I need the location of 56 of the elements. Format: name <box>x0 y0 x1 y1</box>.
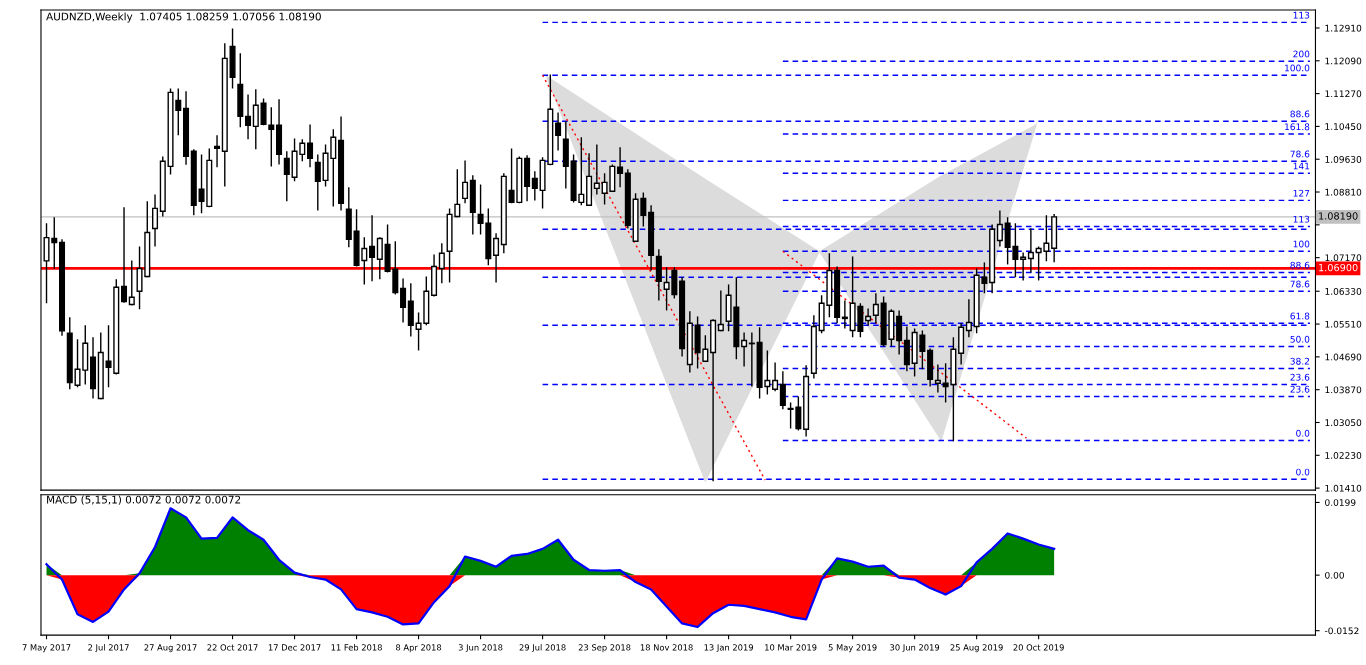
annotation: 23.6 <box>1290 373 1310 381</box>
y-tick-label: 1.07170 <box>1325 254 1362 262</box>
annotation: 161.8 <box>1285 123 1310 131</box>
y-tick-label: 1.12090 <box>1325 57 1362 65</box>
annotation: 38.2 <box>1290 357 1310 365</box>
x-tick-label: 17 Dec 2017 <box>268 644 321 651</box>
annotation: 78.6 <box>1290 280 1310 288</box>
y-tick-label: 1.03050 <box>1325 419 1362 427</box>
y-tick-label: 1.04690 <box>1325 353 1362 361</box>
annotation: 0.0 <box>1296 468 1310 476</box>
annotation: 88.6 <box>1290 110 1310 118</box>
x-tick-label: 27 Aug 2017 <box>144 644 197 653</box>
y-tick-label: 1.03870 <box>1325 386 1362 394</box>
y-tick-label: 0.0199 <box>1325 499 1356 506</box>
x-tick-label: 10 Mar 2019 <box>765 644 817 651</box>
annotation: 113 <box>1293 215 1310 223</box>
annotation: 100 <box>1293 240 1310 248</box>
y-tick-label: 1.08810 <box>1325 188 1362 196</box>
x-tick-label: 11 Feb 2018 <box>331 644 382 651</box>
y-tick-label: 1.05510 <box>1325 320 1362 328</box>
x-tick-label: 30 Jun 2019 <box>890 644 940 653</box>
x-tick-label: 3 Jun 2018 <box>458 644 503 653</box>
y-tick-label: 0.00 <box>1325 571 1344 579</box>
y-tick-label: 1.01410 <box>1325 484 1362 492</box>
x-tick-label: 25 Aug 2019 <box>950 644 1003 653</box>
annotation: 141 <box>1293 162 1310 170</box>
x-tick-label: 18 Nov 2018 <box>640 644 693 651</box>
x-tick-label: 5 May 2019 <box>828 644 877 653</box>
annotation: 0.0 <box>1296 429 1310 437</box>
x-tick-label: 13 Jan 2019 <box>704 644 753 653</box>
y-tick-label: 1.12910 <box>1325 24 1362 32</box>
x-tick-label: 8 Apr 2018 <box>396 644 442 653</box>
y-tick-label: 1.09630 <box>1325 155 1362 163</box>
annotation: 50.0 <box>1290 335 1310 343</box>
y-tick-label: -0.0152 <box>1324 627 1359 635</box>
annotation: 78.6 <box>1290 150 1310 158</box>
x-tick-label: 2 Jul 2017 <box>88 644 129 653</box>
y-tick-label: 1.11270 <box>1325 90 1362 98</box>
x-tick-label: 22 Oct 2017 <box>207 644 258 651</box>
chart-title: MACD (5,15,1) 0.0072 0.0072 0.0072 <box>47 495 241 505</box>
y-tick-label: 1.02230 <box>1325 452 1362 459</box>
chart-title: AUDNZD,Weekly 1.07405 1.08259 1.07056 1.08190 <box>46 12 321 23</box>
x-tick-label: 23 Sep 2018 <box>578 644 631 653</box>
y-tick-label: 1.10450 <box>1325 123 1362 130</box>
annotation: 100.0 <box>1285 64 1310 72</box>
ref-line-label: 1.06900 <box>1319 263 1358 272</box>
annotation: 113 <box>1293 11 1310 19</box>
y-tick-label: 1.06330 <box>1325 287 1362 295</box>
ref-line-label: 1.08190 <box>1319 212 1358 220</box>
annotation: 23.6 <box>1290 385 1310 393</box>
x-tick-label: 29 Jul 2018 <box>519 644 566 653</box>
annotation: 127 <box>1293 189 1310 197</box>
annotation: 61.8 <box>1290 312 1310 320</box>
x-tick-label: 20 Oct 2019 <box>1013 644 1064 651</box>
annotation: 200 <box>1293 50 1310 58</box>
x-tick-label: 7 May 2017 <box>22 644 71 653</box>
